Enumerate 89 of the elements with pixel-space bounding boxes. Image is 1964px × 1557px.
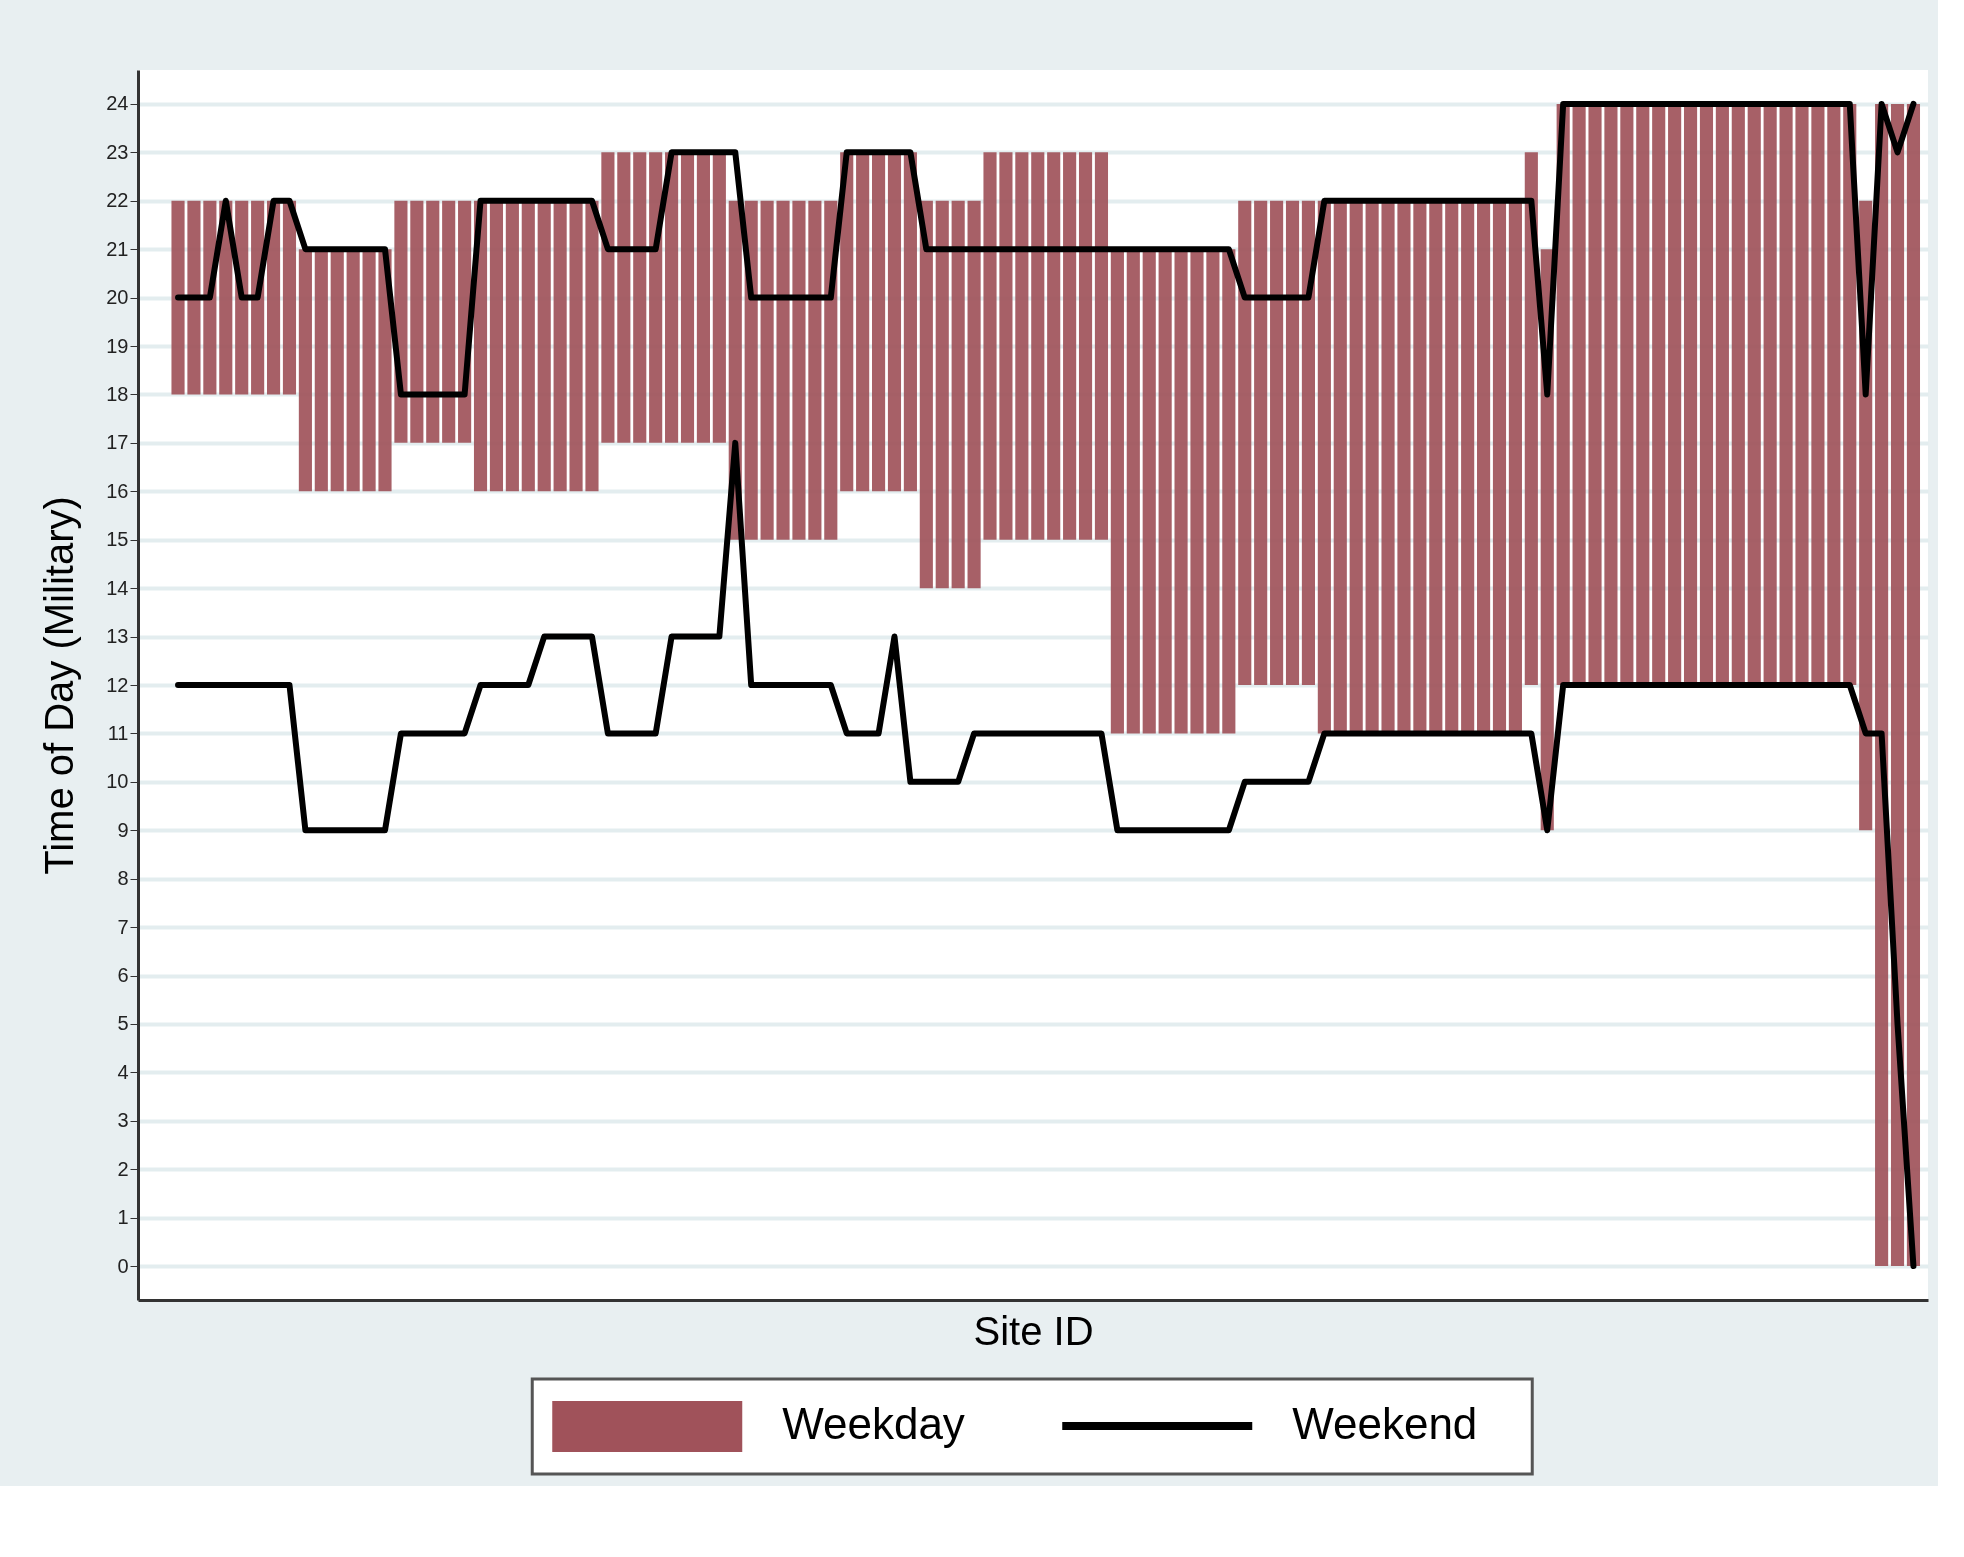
bar [696,152,710,443]
y-tick-label: 4 [117,1060,129,1083]
y-tick-label: 2 [117,1157,129,1180]
bar [314,249,328,492]
bar [1906,103,1921,1267]
y-tick-label: 24 [106,92,129,115]
bar [983,152,997,540]
y-tick-label: 8 [117,867,129,890]
y-tick-label: 19 [106,334,129,357]
bar [601,152,615,443]
y-tick-label: 18 [106,382,129,405]
y-tick-label: 6 [117,964,129,987]
bar [1158,249,1172,734]
bar [1270,200,1284,685]
bar [824,200,838,540]
bar [1015,152,1029,540]
y-tick-label: 0 [117,1254,129,1277]
bar [712,152,726,443]
bar [187,200,201,395]
bar [1285,200,1300,685]
bar [1843,103,1857,685]
bar [1524,152,1538,685]
y-tick-label: 14 [106,576,129,599]
bar [776,200,790,540]
y-tick-label: 10 [106,770,129,793]
bar [1206,249,1220,734]
bar [1238,200,1252,685]
y-tick-label: 9 [117,818,129,841]
bar [346,249,360,492]
bar [1031,152,1045,540]
bar [1047,152,1061,540]
bar [887,152,902,492]
bar [171,200,185,395]
bar [760,200,774,540]
y-tick-label: 21 [106,237,129,260]
bar [410,200,424,443]
bar [585,200,599,492]
bar [1126,249,1140,734]
bar [1142,249,1156,734]
bar [1556,103,1570,685]
bar [298,249,312,492]
bar [919,200,933,589]
bar [1222,249,1236,734]
y-tick-label: 5 [117,1012,129,1035]
bar [808,200,822,540]
bar [1174,249,1188,734]
bar [1110,249,1124,734]
bar [903,152,917,492]
bar [442,200,456,443]
bar [1094,152,1109,540]
y-tick-label: 1 [117,1206,129,1229]
bar [282,200,297,395]
bar [967,200,981,589]
bar [1301,200,1315,685]
y-tick-label: 15 [106,528,129,551]
y-tick-label: 23 [106,140,129,163]
bar [872,152,886,492]
bar [362,249,376,492]
bar [792,200,806,540]
y-tick-label: 16 [106,479,129,502]
y-tick-label: 22 [106,189,129,212]
bar [1190,249,1204,734]
bar [1063,152,1077,540]
bar [999,152,1013,540]
bar [665,152,679,443]
bar [1078,152,1093,540]
bar [1317,200,1331,734]
y-tick-label: 13 [106,625,129,648]
y-tick-label: 7 [117,915,129,938]
y-tick-label: 3 [117,1109,129,1132]
bar [330,249,344,492]
y-tick-label: 11 [107,721,129,744]
bar [649,152,663,443]
y-tick-label: 12 [106,673,129,696]
bar [633,152,647,443]
bar [426,200,440,443]
legend-label: Weekend [1292,1399,1478,1448]
bar [951,200,965,589]
y-axis-title: Time of Day (Military) [37,496,82,875]
y-tick-label: 17 [106,431,129,454]
x-axis-title: Site ID [973,1308,1094,1353]
bar [1254,200,1268,685]
legend-label: Weekday [782,1399,965,1448]
bar [840,152,854,492]
bar [856,152,870,492]
bar [680,152,695,443]
y-tick-label: 20 [106,286,129,309]
bar [617,152,631,443]
bar [935,200,949,589]
